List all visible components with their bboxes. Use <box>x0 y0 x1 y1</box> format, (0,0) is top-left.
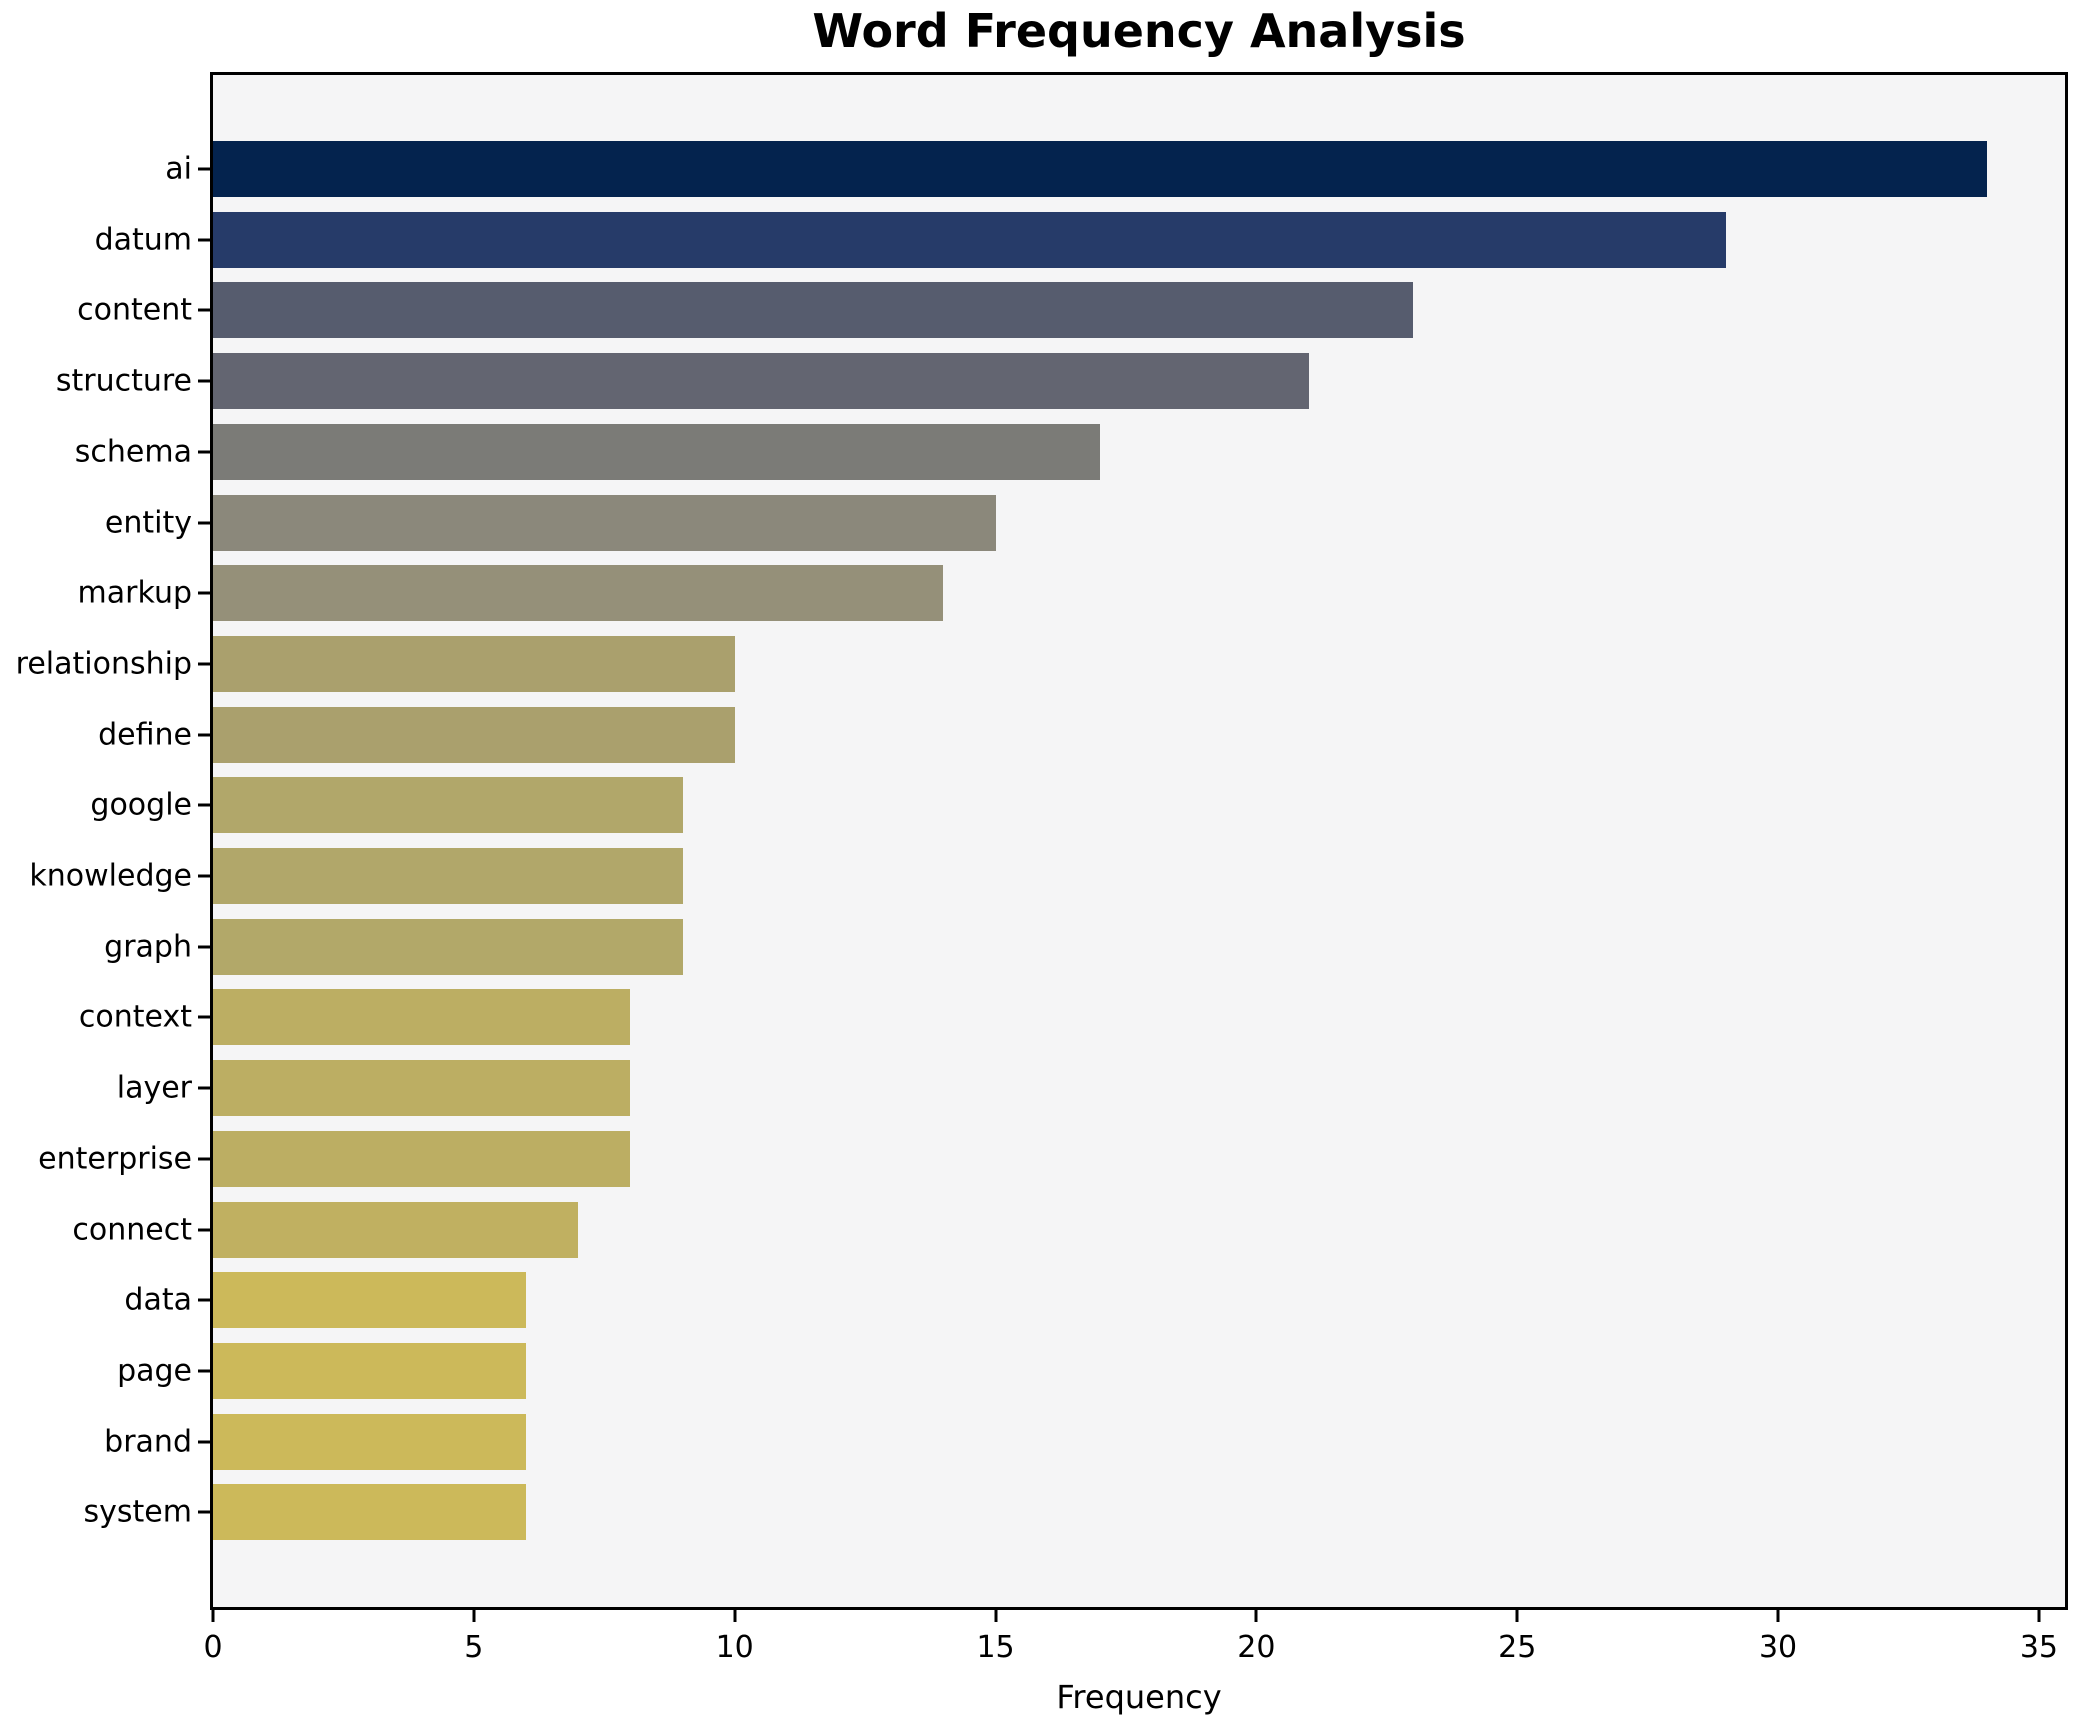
y-tick-enterprise <box>198 1157 210 1161</box>
y-tick-page <box>198 1369 210 1373</box>
y-tick-label-datum: datum <box>94 222 192 258</box>
y-tick-content <box>198 308 210 312</box>
y-tick-label-layer: layer <box>116 1070 192 1106</box>
y-tick-label-connect: connect <box>72 1212 192 1247</box>
y-tick-label-graph: graph <box>104 929 192 965</box>
y-tick-define <box>198 733 210 737</box>
x-axis-label: Frequency <box>1056 1678 1222 1716</box>
x-tick-label-30: 30 <box>1758 1630 1798 1665</box>
y-tick-connect <box>198 1228 210 1231</box>
x-tick-label-10: 10 <box>715 1630 754 1665</box>
x-tick-10 <box>733 1610 737 1622</box>
bar-markup <box>213 565 944 622</box>
y-tick-label-content: content <box>77 292 192 328</box>
x-tick-30 <box>1776 1610 1780 1622</box>
y-tick-label-google: google <box>90 787 192 823</box>
x-tick-15 <box>994 1610 998 1622</box>
bar-relationship <box>213 635 735 692</box>
y-tick-label-ai: ai <box>165 151 192 187</box>
x-tick-label-25: 25 <box>1498 1630 1537 1665</box>
y-tick-label-knowledge: knowledge <box>29 858 192 894</box>
bar-page <box>213 1342 526 1399</box>
y-tick-label-entity: entity <box>104 505 192 540</box>
bar-connect <box>213 1201 579 1258</box>
bar-content <box>213 282 1413 339</box>
bar-define <box>213 706 735 763</box>
y-tick-system <box>198 1510 210 1514</box>
y-tick-label-relationship: relationship <box>15 646 192 682</box>
x-tick-0 <box>211 1610 215 1622</box>
x-tick-25 <box>1515 1610 1519 1622</box>
bar-knowledge <box>213 848 683 904</box>
y-tick-structure <box>198 379 210 383</box>
y-tick-context <box>198 1015 210 1019</box>
bar-datum <box>213 211 1726 268</box>
bar-entity <box>213 494 996 551</box>
y-tick-layer <box>198 1086 210 1090</box>
y-tick-datum <box>198 238 210 242</box>
y-tick-schema <box>198 450 210 454</box>
y-tick-label-brand: brand <box>104 1424 192 1460</box>
x-tick-label-35: 35 <box>2019 1630 2058 1665</box>
y-tick-relationship <box>198 662 210 666</box>
y-tick-graph <box>198 945 210 949</box>
y-tick-entity <box>198 521 210 524</box>
bar-enterprise <box>213 1130 631 1187</box>
chart-title: Word Frequency Analysis <box>812 4 1466 58</box>
y-tick-label-context: context <box>78 999 192 1035</box>
y-tick-markup <box>198 591 210 595</box>
bar-structure <box>213 353 1309 410</box>
y-tick-knowledge <box>198 874 210 878</box>
y-tick-brand <box>198 1440 210 1444</box>
x-tick-label-5: 5 <box>464 1630 484 1665</box>
y-tick-ai <box>198 167 210 171</box>
bar-brand <box>213 1413 526 1470</box>
y-tick-label-structure: structure <box>55 363 192 399</box>
y-tick-label-define: define <box>98 717 192 753</box>
bar-google <box>213 777 683 834</box>
bar-system <box>213 1484 526 1541</box>
y-tick-label-schema: schema <box>74 434 192 470</box>
x-tick-20 <box>1254 1610 1258 1622</box>
y-tick-google <box>198 803 210 807</box>
y-tick-label-enterprise: enterprise <box>38 1141 192 1177</box>
x-tick-35 <box>2037 1610 2041 1622</box>
bar-schema <box>213 423 1100 480</box>
y-tick-label-data: data <box>124 1282 192 1318</box>
x-tick-5 <box>472 1610 476 1622</box>
bar-layer <box>213 1060 631 1117</box>
y-tick-data <box>198 1298 210 1302</box>
y-tick-label-markup: markup <box>77 575 192 611</box>
x-tick-label-0: 0 <box>203 1630 223 1665</box>
bar-data <box>213 1272 526 1329</box>
x-tick-label-20: 20 <box>1237 1630 1276 1665</box>
bar-context <box>213 989 631 1046</box>
bar-graph <box>213 918 683 975</box>
y-tick-label-page: page <box>117 1353 192 1389</box>
x-tick-label-15: 15 <box>976 1630 1015 1665</box>
bar-ai <box>213 141 1987 197</box>
y-tick-label-system: system <box>83 1494 192 1530</box>
